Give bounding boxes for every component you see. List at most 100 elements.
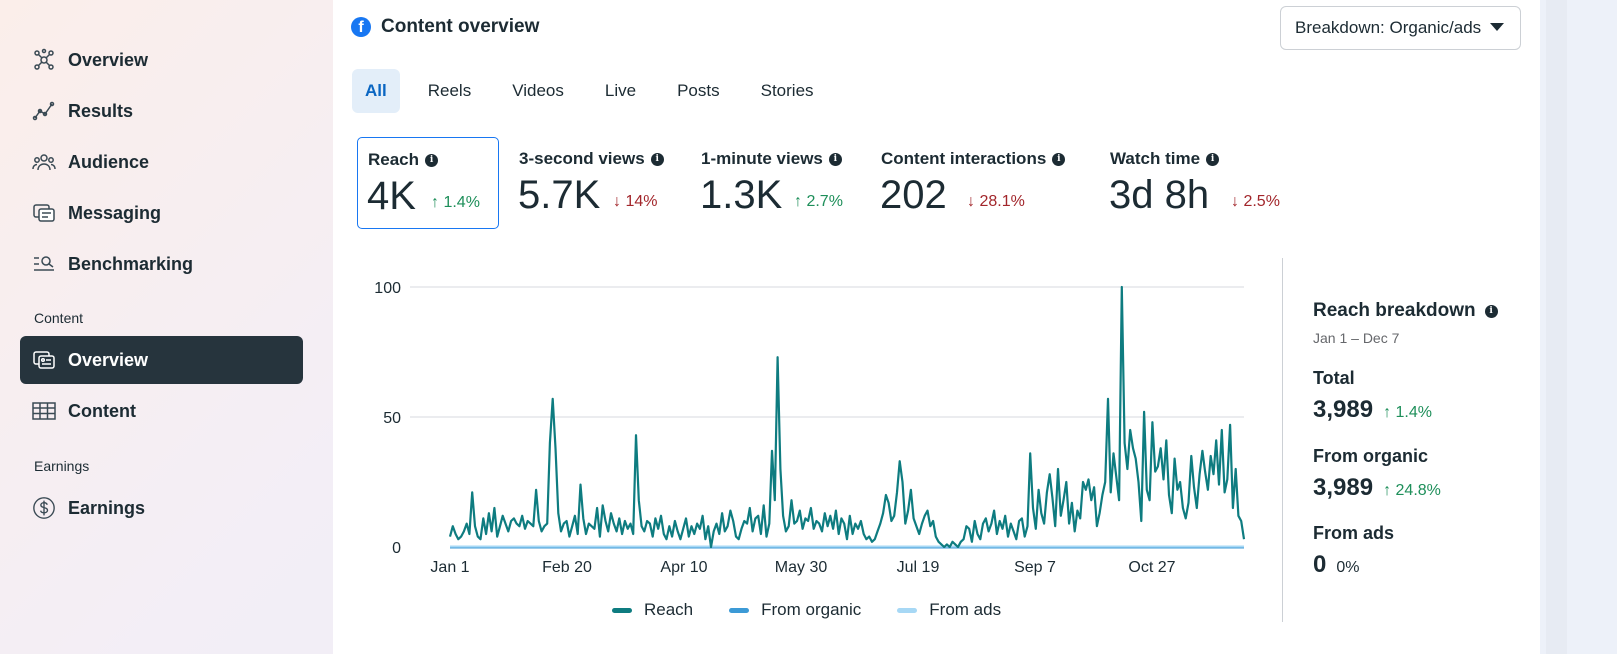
sidebar-item-benchmarking[interactable]: Benchmarking [20,240,303,288]
info-icon[interactable]: i [828,152,842,166]
arrow-down-icon: ↓ [967,193,975,210]
sidebar-item-label: Benchmarking [68,253,194,274]
sidebar-item-label: Earnings [68,497,146,518]
divider [1282,258,1283,622]
legend-item-reach[interactable]: Reach [612,600,693,620]
sidebar-item-label: Overview [68,49,149,70]
sidebar-item-audience[interactable]: Audience [20,138,303,186]
arrow-down-icon: ↓ [613,193,621,210]
metric-change: ↑ 1.4% [431,194,480,211]
info-icon[interactable]: i [1484,304,1498,318]
caret-down-icon [1490,23,1504,31]
page-title: Content overview [381,16,540,37]
legend-label: From organic [761,600,862,619]
tab-live[interactable]: Live [604,81,637,100]
legend-swatch [897,607,918,613]
metric-content-interactions[interactable]: Content interactions i 202 ↓ 28.1% [871,137,1089,229]
metric-value: 3d 8h [1109,173,1210,217]
metric-1-minute-views[interactable]: 1-minute views i 1.3K ↑ 2.7% [691,137,859,229]
info-icon[interactable]: i [425,153,439,167]
sidebar-item-overview[interactable]: Overview [20,36,303,84]
ads-value: 0 [1313,551,1327,578]
x-tick-label: Jan 1 [430,559,469,576]
y-tick-label: 50 [383,410,401,427]
metric-change: ↓ 28.1% [967,193,1025,210]
ads-label: From ads [1313,523,1395,543]
reach-breakdown-title: Reach breakdown i [1313,300,1498,322]
table-icon [32,399,56,423]
organic-value: 3,989 [1313,474,1374,501]
metric-label: 3-second views [519,149,645,168]
metric-label: Watch time [1110,149,1201,168]
total-label: Total [1313,368,1355,388]
metric-value: 202 [880,173,947,217]
organic-row: 3,989 ↑ 24.8% [1313,474,1441,502]
x-tick-label: Apr 10 [660,559,707,576]
reach-breakdown-date: Jan 1 – Dec 7 [1313,330,1400,346]
scrollbar[interactable] [1546,0,1567,654]
arrow-up-icon: ↑ [794,193,802,210]
info-icon[interactable]: i [1206,152,1220,166]
arrow-up-icon: ↑ [1383,482,1392,499]
sidebar-item-label: Audience [68,151,150,172]
info-icon[interactable]: i [650,152,664,166]
sidebar-item-label: Results [68,100,134,121]
network-icon [32,48,56,72]
chat-icon [32,201,56,225]
sidebar-item-content-overview[interactable]: Overview [20,336,303,384]
x-tick-label: Oct 27 [1128,559,1175,576]
metric-value: 5.7K [518,173,601,217]
content-section-label: Content [34,310,84,326]
metric-label: Content interactions [881,149,1047,168]
total-row: 3,989 ↑ 1.4% [1313,396,1432,424]
chart-legend: Reach From organic From ads [612,600,1037,620]
ads-change: 0% [1336,559,1360,576]
metric-3-second-views[interactable]: 3-second views i 5.7K ↓ 14% [509,137,679,229]
sidebar-item-content[interactable]: Content [20,387,303,435]
metric-change: ↓ 14% [613,193,658,210]
metric-label: 1-minute views [701,149,823,168]
x-tick-label: May 30 [775,559,828,576]
sidebar-item-label: Content [68,400,136,421]
organic-label: From organic [1313,446,1429,466]
breakdown-dropdown[interactable]: Breakdown: Organic/ads [1280,6,1521,50]
reach-line-chart: 0 50 100 Jan 1 Feb 20 Apr 10 May 30 Jul 19 Sep 7… [374,280,1246,576]
tab-reels[interactable]: Reels [427,81,472,100]
metric-reach[interactable]: Reach i 4K ↑ 1.4% [357,137,499,229]
trend-icon [32,99,56,123]
legend-item-organic[interactable]: From organic [729,600,861,620]
legend-item-ads[interactable]: From ads [897,600,1001,620]
total-change: ↑ 1.4% [1383,404,1432,421]
tab-stories[interactable]: Stories [760,81,814,100]
sidebar-item-results[interactable]: Results [20,87,303,135]
content-overview-icon [32,348,56,372]
metric-value: 1.3K [700,173,783,217]
arrow-up-icon: ↑ [1383,404,1392,421]
organic-change: ↑ 24.8% [1383,482,1441,499]
legend-swatch [729,607,750,613]
legend-label: Reach [644,600,694,619]
metric-change: ↓ 2.5% [1231,193,1280,210]
right-scroll-area [1540,0,1617,654]
x-tick-label: Sep 7 [1014,559,1056,576]
tab-all[interactable]: All [352,69,400,113]
total-value: 3,989 [1313,396,1374,423]
dollar-icon [32,496,56,520]
metric-watch-time[interactable]: Watch time i 3d 8h ↓ 2.5% [1100,137,1300,229]
benchmark-icon [32,252,56,276]
info-icon[interactable]: i [1052,152,1066,166]
metric-change: ↑ 2.7% [794,193,843,210]
tab-posts[interactable]: Posts [677,81,720,100]
tab-videos[interactable]: Videos [512,81,564,100]
sidebar-item-earnings[interactable]: Earnings [20,484,303,532]
y-tick-label: 100 [374,280,401,297]
legend-swatch [612,607,632,613]
x-tick-label: Feb 20 [542,559,592,576]
content-overview-panel: f Content overview Breakdown: Organic/ad… [333,0,1540,654]
ads-row: 0 0% [1313,551,1359,579]
panel-header: f Content overview [351,16,539,38]
sidebar-item-messaging[interactable]: Messaging [20,189,303,237]
sidebar: Overview Results Audience Messaging Benc… [0,0,333,654]
y-tick-label: 0 [392,540,401,557]
sidebar-item-label: Overview [68,349,149,370]
